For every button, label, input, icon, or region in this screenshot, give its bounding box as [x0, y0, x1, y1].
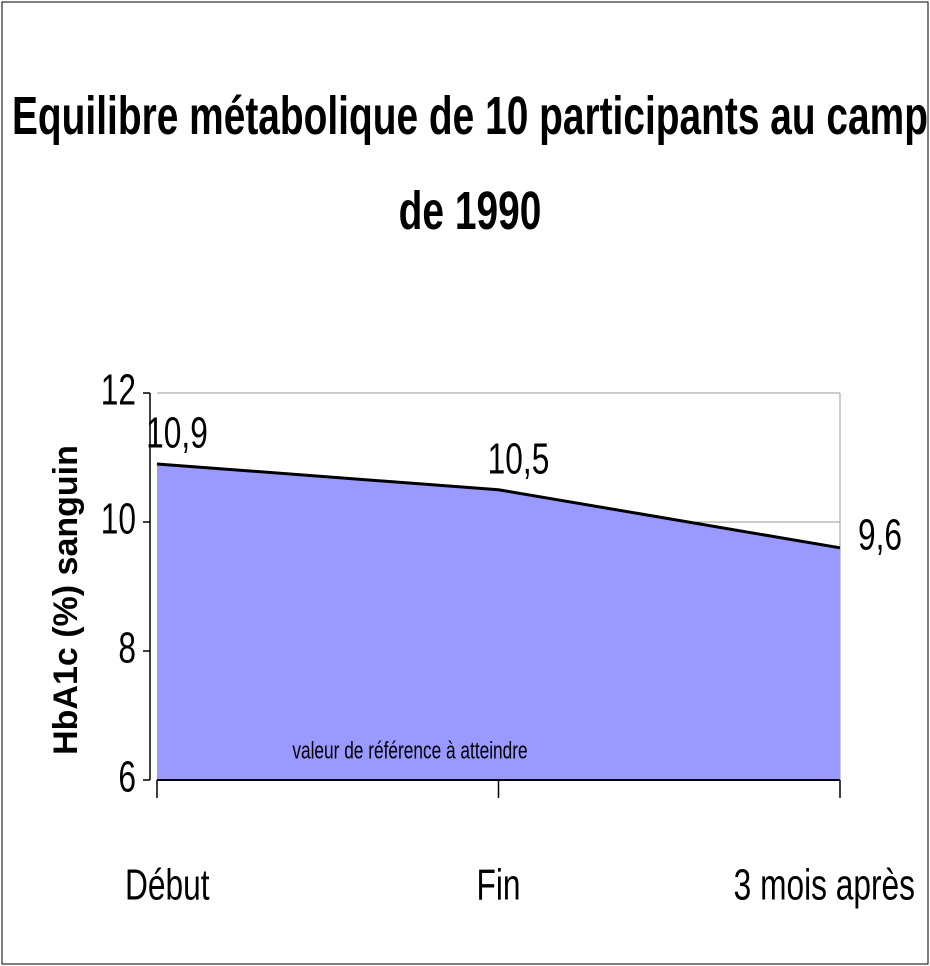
- y-tick-label: 6: [118, 753, 136, 802]
- y-tick-label: 12: [101, 366, 136, 415]
- data-label: 9,6: [858, 510, 902, 559]
- chart-title: Equilibre métabolique de 10 participants…: [12, 85, 928, 241]
- annotation: valeur de référence à atteindre: [292, 738, 527, 764]
- x-tick-label: 3 mois après: [734, 861, 915, 910]
- area-line: [156, 462, 841, 550]
- y-tick-label: 8: [118, 624, 136, 673]
- x-tick-label: Fin: [476, 861, 520, 910]
- data-label: 10,5: [488, 434, 550, 483]
- data-label: 10,9: [146, 409, 208, 458]
- y-axis-label: HbA1c (%) sanguin: [47, 445, 85, 755]
- y-tick-label: 10: [101, 495, 136, 544]
- area: [157, 463, 840, 780]
- x-tick-label: Début: [125, 861, 210, 910]
